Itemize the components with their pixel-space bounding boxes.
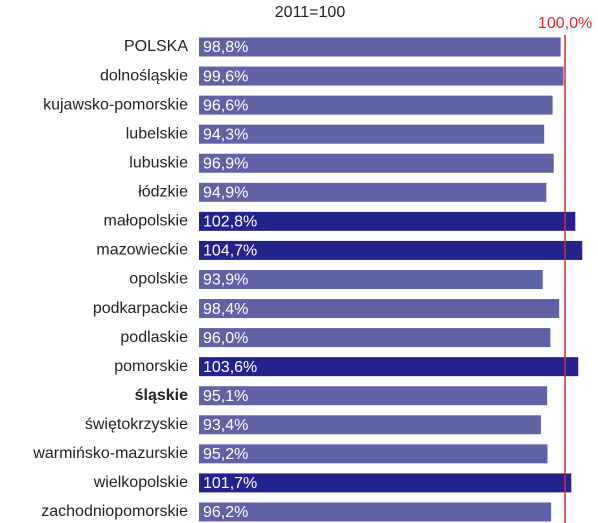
bar	[199, 211, 576, 231]
category-label: lubuskie	[129, 154, 188, 171]
value-label: 96,0%	[203, 330, 248, 347]
value-label: 93,4%	[203, 417, 248, 434]
value-label: 99,6%	[203, 68, 248, 85]
value-label: 94,3%	[203, 126, 248, 143]
category-label: dolnośląskie	[100, 67, 188, 84]
bar	[199, 182, 547, 202]
category-label: lubelskie	[126, 125, 188, 142]
value-label: 96,6%	[203, 97, 248, 114]
category-label: opolskie	[129, 271, 188, 288]
value-label: 94,9%	[203, 185, 248, 202]
category-label: śląskie	[135, 387, 188, 404]
bar	[199, 415, 541, 435]
value-label: 103,6%	[203, 359, 257, 376]
value-label: 104,7%	[203, 243, 257, 260]
category-label: podkarpackie	[93, 300, 188, 317]
bar	[199, 473, 572, 493]
bar	[199, 444, 548, 464]
category-label: pomorskie	[114, 358, 188, 375]
value-label: 98,4%	[203, 301, 248, 318]
category-label: mazowieckie	[96, 242, 188, 259]
bar	[199, 328, 551, 348]
value-label: 96,2%	[203, 504, 248, 521]
value-label: 96,9%	[203, 155, 248, 172]
bar	[199, 299, 560, 319]
bar	[199, 357, 579, 377]
bar	[199, 386, 548, 406]
chart-subtitle: 2011=100	[275, 4, 346, 21]
value-label: 101,7%	[203, 475, 257, 492]
bar	[199, 124, 545, 144]
bar	[199, 153, 554, 173]
value-label: 95,2%	[203, 446, 248, 463]
value-label: 93,9%	[203, 272, 248, 289]
category-label: POLSKA	[124, 38, 188, 55]
category-label: kujawsko-pomorskie	[43, 96, 188, 113]
category-label: wielkopolskie	[93, 474, 188, 491]
value-label: 95,1%	[203, 388, 248, 405]
category-label: podlaskie	[120, 329, 188, 346]
bar	[199, 269, 543, 289]
category-label: małopolskie	[104, 213, 189, 230]
bar	[199, 240, 583, 260]
category-label: łódzkie	[138, 184, 188, 201]
category-label: zachodniopomorskie	[41, 503, 188, 520]
value-label: 98,8%	[203, 39, 248, 56]
bar	[199, 37, 561, 57]
value-label: 102,8%	[203, 214, 257, 231]
bar	[199, 502, 552, 522]
bar	[199, 66, 564, 86]
category-label: świętokrzyskie	[85, 416, 188, 433]
bar	[199, 95, 553, 115]
reference-label: 100,0%	[538, 15, 592, 32]
category-label: warmińsko-mazurskie	[32, 445, 188, 462]
